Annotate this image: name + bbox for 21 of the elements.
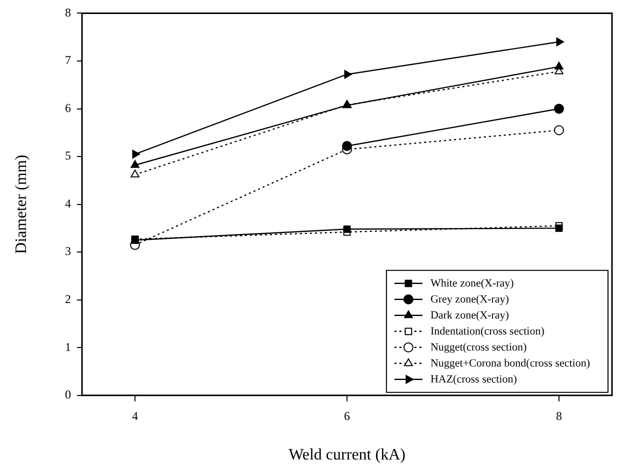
y-tick-label: 5 bbox=[65, 148, 71, 163]
y-tick-label: 4 bbox=[65, 196, 71, 210]
x-tick-label: 8 bbox=[556, 408, 562, 423]
legend-label: HAZ(cross section) bbox=[430, 373, 518, 386]
y-tick-label: 8 bbox=[65, 5, 71, 20]
x-tick-label: 6 bbox=[344, 408, 350, 423]
y-tick-label: 6 bbox=[65, 100, 71, 115]
x-axis-title: Weld current (kA) bbox=[288, 446, 406, 464]
legend-label: Nugget(cross section) bbox=[430, 341, 527, 354]
legend-label: Nugget+Corona bond(cross section) bbox=[430, 357, 590, 370]
y-tick-label: 2 bbox=[65, 292, 71, 306]
y-axis-title: Diameter (mm) bbox=[12, 154, 30, 254]
y-tick-label: 0 bbox=[65, 388, 71, 402]
x-tick-label: 4 bbox=[132, 408, 138, 423]
y-tick-label: 1 bbox=[65, 340, 71, 354]
y-tick-label: 7 bbox=[65, 53, 71, 68]
legend-label: Dark zone(X-ray) bbox=[430, 309, 510, 322]
y-tick-label: 3 bbox=[65, 244, 71, 258]
legend-label: Indentation(cross section) bbox=[430, 325, 545, 338]
legend-label: White zone(X-ray) bbox=[430, 277, 514, 290]
legend-label: Grey zone(X-ray) bbox=[430, 293, 510, 306]
